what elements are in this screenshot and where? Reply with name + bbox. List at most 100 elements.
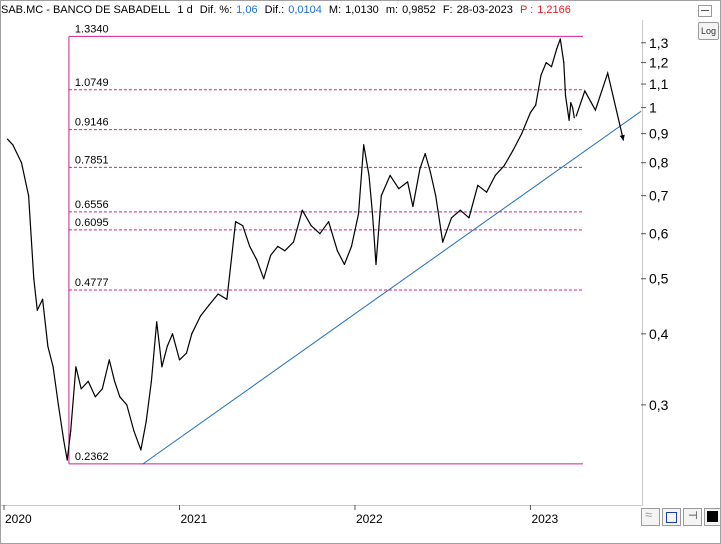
- price-point: [572, 107, 574, 109]
- price-point: [336, 250, 338, 252]
- price-point: [52, 366, 54, 368]
- price-point: [357, 213, 360, 215]
- price-point: [521, 133, 523, 135]
- price-point: [350, 245, 353, 247]
- dif-value: 0,0104: [288, 4, 322, 16]
- price-point: [87, 380, 89, 382]
- fib-level-label: 0.2362: [75, 451, 109, 463]
- price-point: [108, 359, 110, 361]
- price-point: [398, 188, 400, 190]
- price-point: [75, 366, 77, 368]
- fib-level-label: 0.6556: [75, 199, 109, 211]
- price-point: [133, 430, 135, 432]
- price-point: [292, 241, 295, 243]
- price-point: [70, 430, 72, 432]
- price-value: 1,2166: [537, 4, 571, 16]
- price-point: [550, 66, 553, 68]
- price-point: [166, 345, 168, 348]
- x-tick-label: 2022: [356, 512, 383, 526]
- trendline: [142, 110, 642, 465]
- save-icon[interactable]: [662, 508, 681, 526]
- y-tick-label: 0,5: [649, 271, 669, 287]
- price-point: [47, 345, 49, 348]
- price-point: [28, 195, 30, 197]
- projection-arrowhead: [619, 134, 625, 141]
- price-series-line: [7, 38, 575, 461]
- price-point: [140, 449, 142, 451]
- y-tick-label: 1,3: [649, 35, 669, 51]
- price-point: [389, 174, 391, 176]
- fib-level-label: 0.4777: [75, 277, 109, 289]
- price-point: [468, 217, 470, 219]
- price-point: [563, 62, 565, 64]
- x-tick-label: 2023: [531, 512, 558, 526]
- price-point: [477, 184, 479, 186]
- price-point: [419, 168, 421, 170]
- price-layer: [6, 38, 625, 461]
- price-point: [263, 278, 265, 280]
- price-point: [407, 181, 409, 183]
- price-point: [540, 74, 542, 76]
- price-point: [185, 352, 188, 354]
- price-point: [57, 404, 60, 406]
- price-point: [512, 150, 514, 152]
- y-tick-label: 0,3: [649, 397, 669, 413]
- price-point: [564, 94, 567, 97]
- price-point: [42, 298, 44, 300]
- x-tick-label: 2020: [5, 512, 32, 526]
- price-point: [424, 153, 426, 155]
- min-value: 0,9852: [402, 4, 436, 16]
- dif-pct-label: Dif. %:: [199, 4, 233, 16]
- price-point: [126, 404, 128, 406]
- y-tick-label: 1: [649, 100, 657, 116]
- dif-label: Dif.:: [264, 4, 285, 16]
- price-point: [435, 195, 437, 197]
- pin-icon[interactable]: [683, 508, 702, 526]
- date-label: F:: [442, 4, 453, 16]
- symbol-title: SAB.MC - BANCO DE SABADELL: [1, 4, 171, 16]
- log-scale-button[interactable]: Log: [698, 22, 719, 40]
- fibonacci-levels: 1.3340 1.0749 0.9146 0.7851 0.6556 0.6095 0.47…: [68, 23, 584, 465]
- date-value: 28-03-2023: [456, 4, 513, 16]
- y-tick-label: 0,7: [649, 188, 669, 204]
- price-point: [161, 366, 163, 368]
- price-point: [114, 380, 116, 382]
- price-label: P :: [519, 4, 534, 16]
- price-point: [573, 117, 575, 119]
- price-point: [256, 259, 258, 261]
- price-point: [63, 439, 65, 441]
- y-tick-label: 0,4: [649, 326, 669, 342]
- price-point: [459, 209, 461, 211]
- price-point: [368, 174, 370, 176]
- price-point: [178, 359, 181, 361]
- max-label: M:: [328, 4, 342, 16]
- price-point: [545, 62, 547, 64]
- price-point: [12, 144, 14, 146]
- price-point: [301, 209, 303, 211]
- wave-icon[interactable]: [641, 507, 660, 526]
- projection-path: [575, 70, 625, 141]
- fib-level-label: 0.9146: [75, 117, 109, 129]
- price-point: [217, 293, 219, 295]
- max-value: 1,0130: [345, 4, 379, 16]
- price-point: [310, 225, 312, 227]
- price-point: [145, 421, 147, 423]
- black-square-icon[interactable]: [704, 508, 720, 526]
- minimize-icon[interactable]: [698, 5, 712, 17]
- price-point: [156, 321, 158, 323]
- price-point: [94, 396, 96, 398]
- price-point: [36, 309, 38, 311]
- trendline-layer: [142, 110, 642, 465]
- price-point: [328, 221, 330, 223]
- interval-label: 1 d: [177, 4, 193, 16]
- x-axis: 2020 2021 2022 2023: [3, 505, 558, 526]
- y-tick-label: 0,6: [649, 226, 669, 242]
- price-point: [226, 298, 228, 300]
- price-point: [199, 315, 202, 317]
- price-point: [270, 254, 272, 256]
- fib-level-label: 0.7851: [75, 154, 109, 166]
- price-point: [20, 162, 23, 164]
- price-point: [486, 191, 488, 193]
- min-label: m:: [385, 4, 399, 16]
